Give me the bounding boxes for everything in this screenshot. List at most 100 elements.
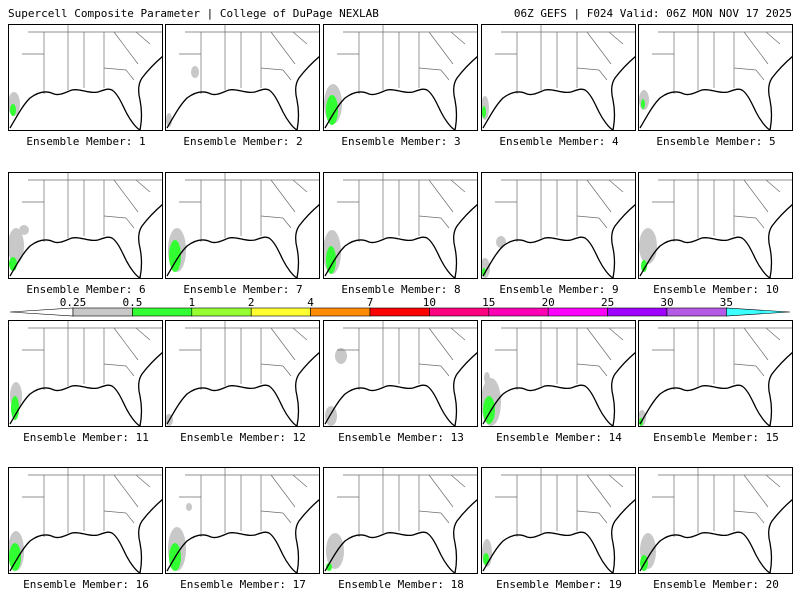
header-title: Supercell Composite Parameter | College … <box>8 7 379 20</box>
state-border <box>135 327 151 341</box>
ensemble-map-panel <box>481 467 636 574</box>
state-border <box>586 179 612 213</box>
state-border <box>586 327 612 361</box>
panel-frame <box>638 24 793 131</box>
scp-shading <box>11 396 19 420</box>
colorbar-segment <box>310 307 371 317</box>
coastline <box>138 498 163 574</box>
state-border <box>576 67 600 71</box>
scp-shading <box>326 563 332 571</box>
ensemble-member-label: Ensemble Member: 2 <box>183 135 303 148</box>
ensemble-map-panel <box>323 24 478 131</box>
scp-shading <box>9 257 17 271</box>
coastline <box>453 351 478 427</box>
state-border <box>733 363 757 367</box>
ensemble-map <box>481 172 636 279</box>
state-border <box>733 67 757 71</box>
coastline <box>611 498 636 574</box>
state-border <box>125 69 135 81</box>
state-border <box>586 31 612 65</box>
state-border <box>733 510 757 514</box>
colorbar-segment <box>488 307 549 317</box>
state-border <box>450 327 466 341</box>
state-border <box>260 510 284 514</box>
ensemble-map-panel <box>165 467 320 574</box>
coastline <box>324 531 456 574</box>
scp-shading <box>19 225 29 235</box>
panel-frame <box>323 24 478 131</box>
state-border <box>125 512 135 524</box>
coastline <box>9 531 141 574</box>
scp-shading <box>169 240 181 272</box>
ensemble-member-label: Ensemble Member: 6 <box>26 283 146 296</box>
coastline <box>611 203 636 279</box>
colorbar-high-arrow <box>726 307 791 317</box>
state-border <box>598 69 608 81</box>
panel-frame <box>165 172 320 279</box>
panel-frame <box>8 172 163 279</box>
scp-shading <box>641 260 647 272</box>
ensemble-map <box>638 172 793 279</box>
state-border <box>418 363 442 367</box>
ensemble-member-label: Ensemble Member: 1 <box>26 135 146 148</box>
colorbar-tick-label: 0.5 <box>122 296 142 309</box>
coastline <box>639 384 771 427</box>
ensemble-map-panel <box>638 467 793 574</box>
ensemble-map-panel <box>481 24 636 131</box>
state-border <box>292 474 308 488</box>
state-border <box>113 31 139 65</box>
state-border <box>765 179 781 193</box>
scp-shading <box>8 228 24 264</box>
coastline <box>324 384 456 427</box>
scp-shading <box>166 113 172 127</box>
ensemble-map <box>8 24 163 131</box>
ensemble-map-panel <box>165 320 320 427</box>
state-border <box>113 179 139 213</box>
state-border <box>270 31 296 65</box>
state-border <box>450 179 466 193</box>
scp-shading <box>641 99 645 109</box>
state-border <box>440 365 450 377</box>
ensemble-map <box>323 24 478 131</box>
state-border <box>428 31 454 65</box>
scp-shading <box>326 246 336 274</box>
ensemble-member-label: Ensemble Member: 10 <box>653 283 779 296</box>
colorbar-tick-label: 0.25 <box>60 296 87 309</box>
state-border <box>598 365 608 377</box>
scp-shading <box>482 106 486 118</box>
panel-frame <box>481 172 636 279</box>
state-border <box>428 179 454 213</box>
coastline <box>295 55 320 131</box>
state-border <box>576 215 600 219</box>
coastline <box>166 384 298 427</box>
coastline <box>166 236 298 279</box>
ensemble-map <box>481 467 636 574</box>
colorbar-tick-label: 10 <box>423 296 436 309</box>
panel-frame <box>638 467 793 574</box>
ensemble-member-label: Ensemble Member: 5 <box>656 135 776 148</box>
ensemble-member-label: Ensemble Member: 3 <box>341 135 461 148</box>
ensemble-map-panel <box>323 467 478 574</box>
state-border <box>598 512 608 524</box>
ensemble-member-label: Ensemble Member: 12 <box>180 431 306 444</box>
state-border <box>743 327 769 361</box>
coastline <box>482 531 614 574</box>
ensemble-map <box>323 320 478 427</box>
state-border <box>450 474 466 488</box>
state-border <box>282 69 292 81</box>
coastline <box>482 88 614 131</box>
ensemble-map <box>638 320 793 427</box>
ensemble-map <box>481 320 636 427</box>
state-border <box>755 365 765 377</box>
coastline <box>9 236 141 279</box>
ensemble-member-label: Ensemble Member: 14 <box>496 431 622 444</box>
state-border <box>292 31 308 45</box>
ensemble-map-panel <box>8 172 163 279</box>
panel-frame <box>323 172 478 279</box>
state-border <box>428 474 454 508</box>
coastline <box>639 531 771 574</box>
coastline <box>639 236 771 279</box>
scp-shading <box>326 533 344 569</box>
panel-frame <box>323 320 478 427</box>
coastline <box>138 203 163 279</box>
